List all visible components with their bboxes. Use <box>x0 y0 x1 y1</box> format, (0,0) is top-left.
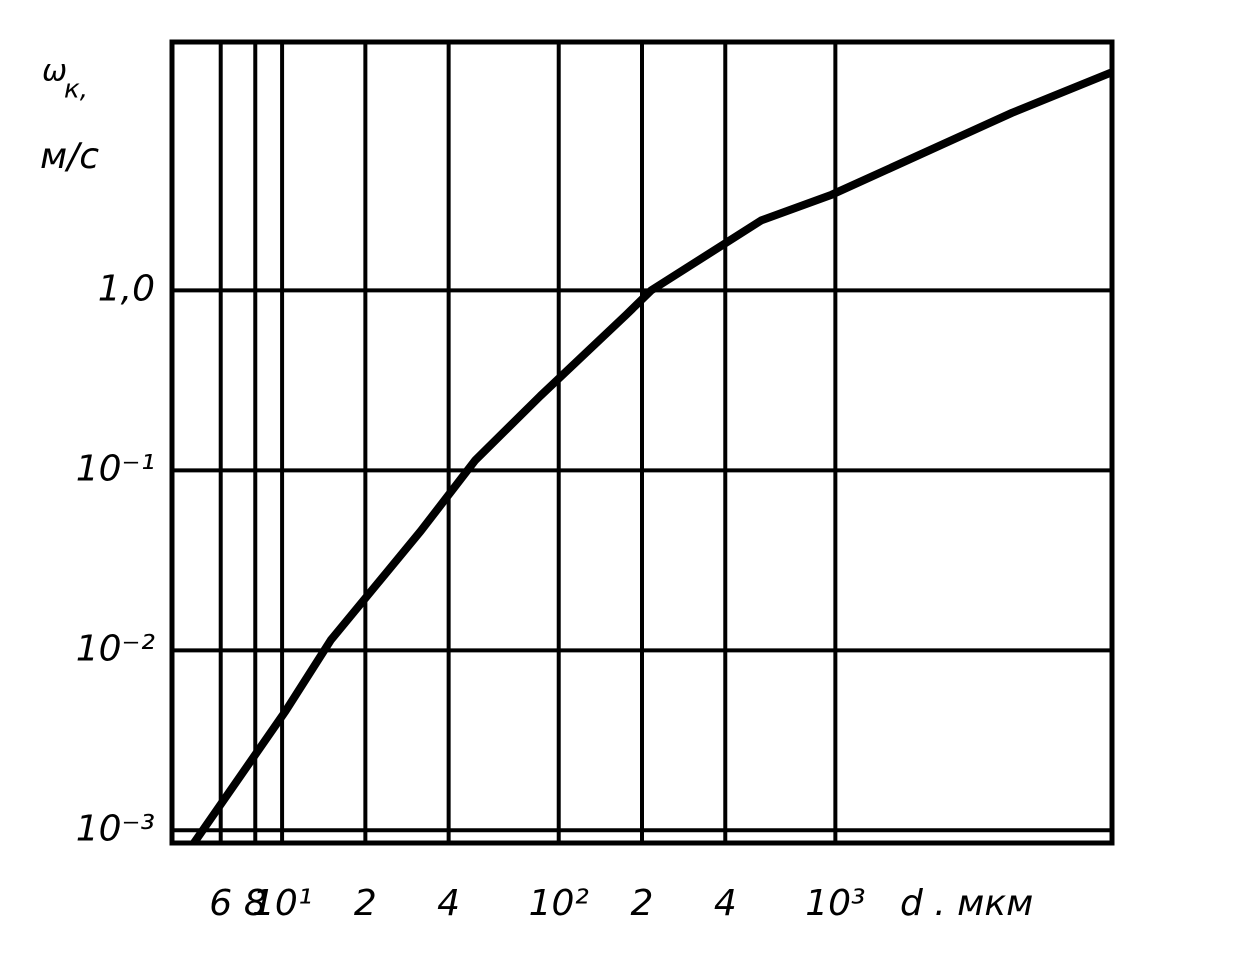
y-tick-label: 10⁻¹ <box>76 448 155 489</box>
x-tick-label: 2 <box>631 883 654 924</box>
x-tick-label: 4 <box>437 883 460 924</box>
x-tick-label: 4 <box>714 883 737 924</box>
x-tick-label: 6 <box>209 883 232 924</box>
x-tick-label: 10³ <box>805 883 865 924</box>
y-tick-label: 10⁻³ <box>76 808 155 849</box>
x-label: d . мкм <box>900 883 1033 924</box>
x-tick-label: 10¹ <box>252 883 312 924</box>
y-tick-label: 10⁻² <box>76 628 155 669</box>
y-tick-label: 1,0 <box>98 268 155 309</box>
y-label-unit: м/с <box>40 136 99 177</box>
data-line <box>190 68 1114 846</box>
x-tick-label: 8 <box>244 883 267 924</box>
y-label-symbol: ω <box>42 54 67 89</box>
x-tick-label: 2 <box>354 883 377 924</box>
x-tick-label: 10² <box>529 883 589 924</box>
y-label-subscript: к, <box>64 75 88 105</box>
